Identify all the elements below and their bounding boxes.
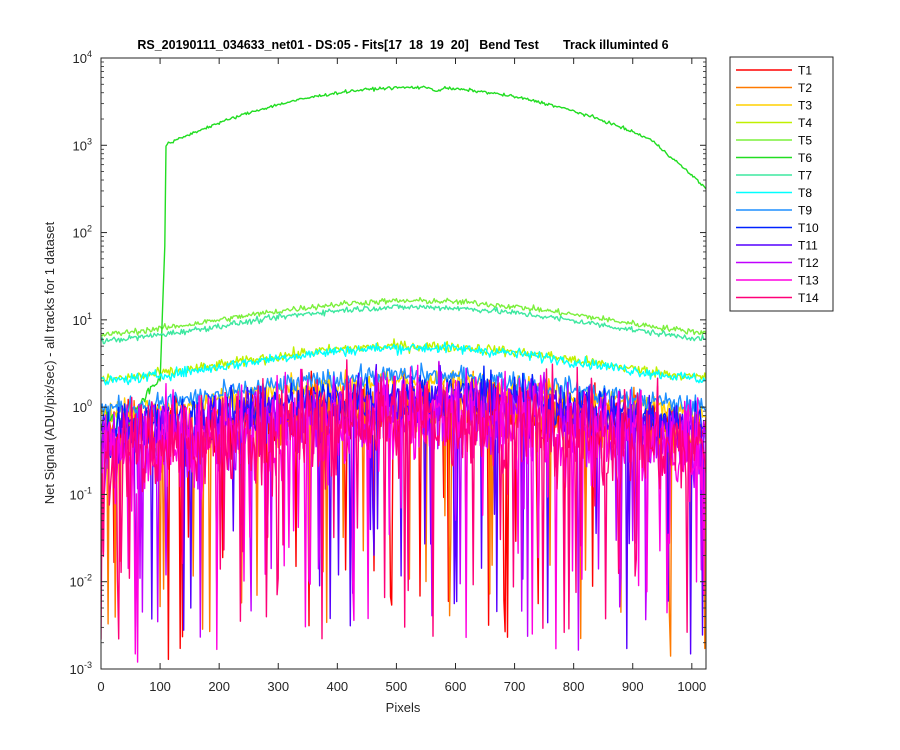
legend-label-t10: T10 [798, 221, 819, 235]
legend-label-t11: T11 [798, 239, 818, 253]
legend: T1 T2 T3 T4 T5 T6 T7 T8 T9 T10 T11 T12 T13 T14 [729, 56, 834, 312]
x-tick-label: 900 [622, 679, 644, 694]
legend-label-t9: T9 [798, 204, 812, 218]
y-tick-label: 10-1 [70, 485, 92, 502]
x-tick-label: 300 [267, 679, 289, 694]
series-line-t5 [101, 296, 706, 337]
legend-label-t12: T12 [798, 256, 819, 270]
x-tick-label: 1000 [677, 679, 706, 694]
x-tick-label: 700 [504, 679, 526, 694]
legend-label-t14: T14 [798, 291, 819, 305]
y-tick-label: 104 [73, 49, 92, 66]
legend-label-t4: T4 [798, 116, 812, 130]
legend-label-t7: T7 [798, 169, 812, 183]
y-tick-label: 101 [73, 311, 92, 328]
x-tick-label: 500 [386, 679, 408, 694]
y-axis-label: Net Signal (ADU/pix/sec) - all tracks fo… [42, 221, 57, 504]
plot-frame [100, 57, 707, 670]
legend-label-t2: T2 [798, 81, 812, 95]
x-axis-label: Pixels [386, 700, 421, 715]
y-tick-label: 102 [73, 224, 92, 241]
y-axis: 10-3 10-2 10-1 100 101 102 103 104 [70, 49, 706, 677]
x-tick-label: 400 [326, 679, 348, 694]
x-tick-label: 600 [445, 679, 467, 694]
series-line-t7 [101, 304, 706, 345]
legend-label-t5: T5 [798, 134, 812, 148]
x-tick-label: 100 [149, 679, 171, 694]
series-line-t8 [101, 341, 706, 386]
plot-area [101, 58, 706, 669]
legend-box [729, 56, 834, 312]
series-layer [101, 85, 706, 663]
y-tick-label: 100 [73, 398, 92, 415]
x-axis: 0 100 200 300 400 500 600 700 800 900 1000 [97, 58, 706, 694]
legend-label-t6: T6 [798, 151, 812, 165]
series-line-t6 [101, 85, 706, 433]
x-tick-label: 800 [563, 679, 585, 694]
legend-label-t1: T1 [798, 64, 812, 78]
x-tick-label: 200 [208, 679, 230, 694]
y-tick-label: 103 [73, 136, 92, 153]
legend-label-t13: T13 [798, 274, 819, 288]
y-tick-label: 10-3 [70, 660, 92, 677]
x-tick-label: 0 [97, 679, 104, 694]
legend-label-t3: T3 [798, 99, 812, 113]
legend-label-t8: T8 [798, 186, 812, 200]
series-line-t14 [101, 359, 706, 640]
y-tick-label: 10-2 [70, 573, 92, 590]
chart-title: RS_20190111_034633_net01 - DS:05 - Fits[… [137, 38, 668, 52]
